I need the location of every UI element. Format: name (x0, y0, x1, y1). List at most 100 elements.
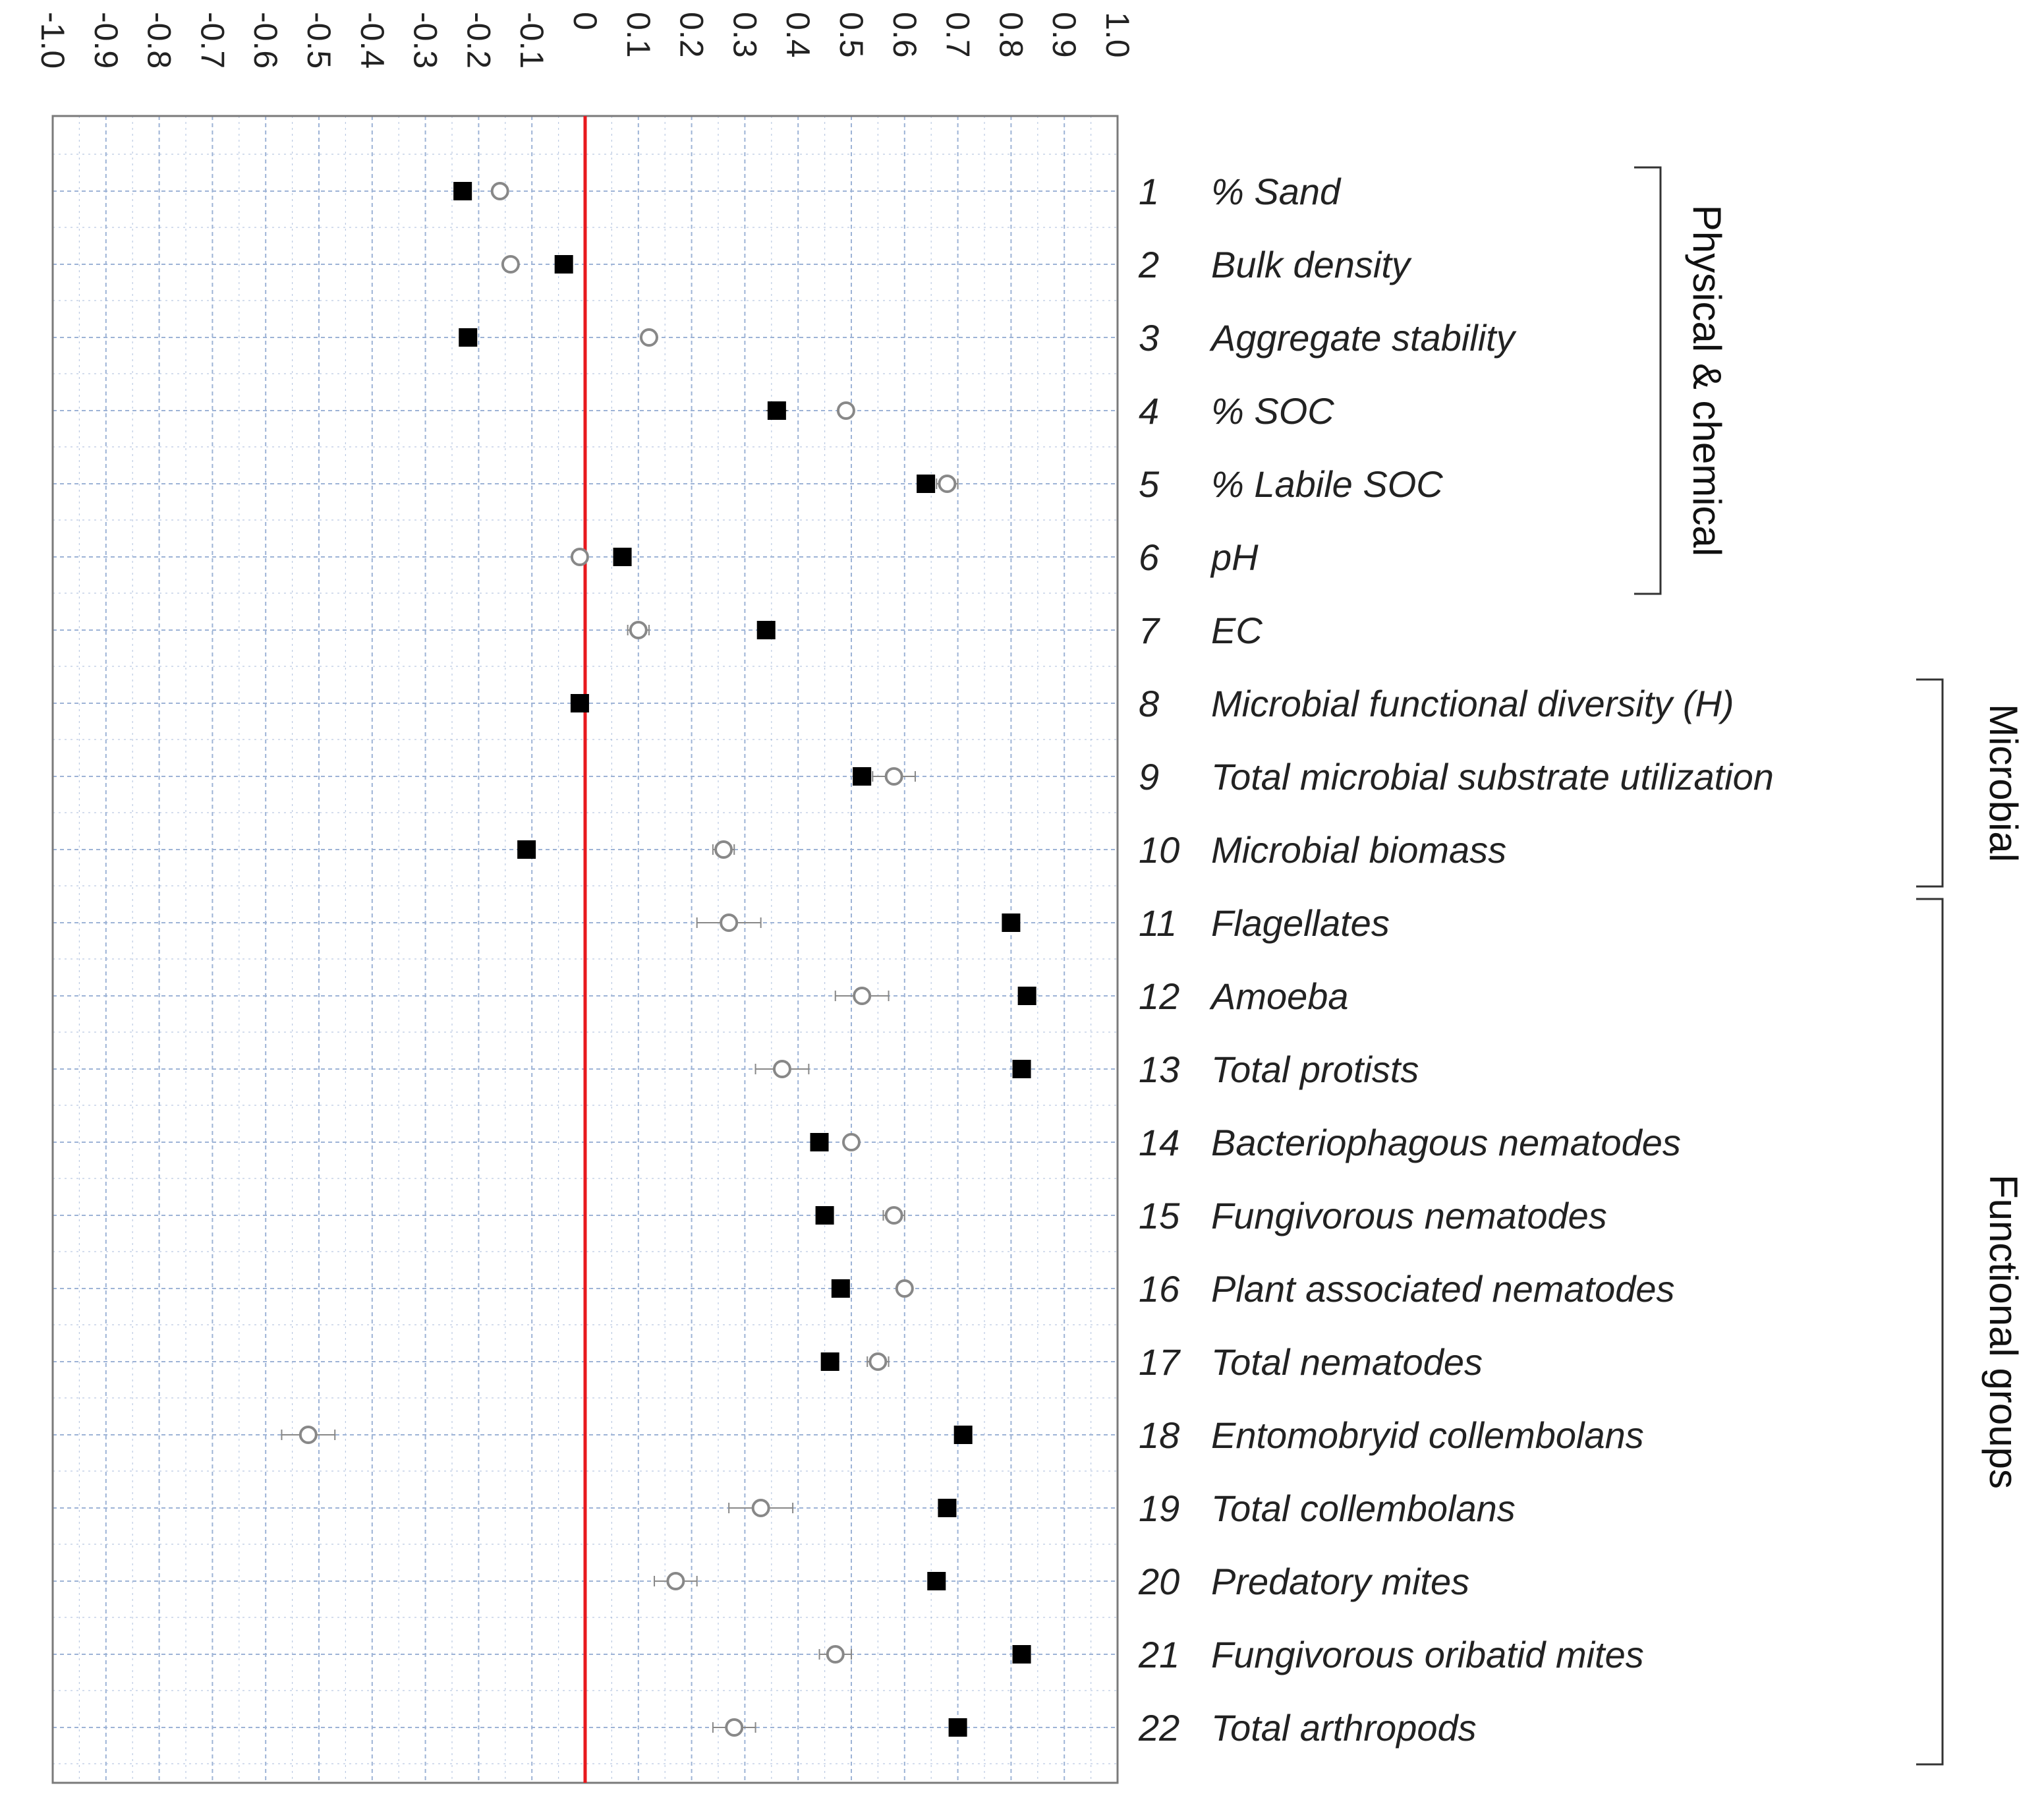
row-number: 4 (1139, 390, 1159, 432)
x-tick-label: 0 (567, 12, 604, 30)
marker-filled-square (517, 840, 536, 859)
row-label: % Sand (1211, 171, 1342, 212)
marker-filled-square (570, 694, 589, 712)
x-tick-label: -0.9 (88, 12, 125, 69)
row-number: 7 (1139, 610, 1160, 651)
row-label: pH (1210, 536, 1259, 578)
grid (52, 116, 1118, 1783)
x-tick-label: -0.6 (247, 12, 284, 69)
x-tick-label: -0.2 (460, 12, 497, 69)
x-tick-label: 0.5 (833, 12, 870, 58)
row-number: 22 (1138, 1707, 1179, 1749)
marker-open-circle (666, 1572, 685, 1590)
row-label: Bulk density (1211, 244, 1412, 285)
marker-open-circle (772, 1060, 791, 1078)
marker-open-circle (884, 767, 903, 786)
marker-filled-square (453, 182, 472, 200)
marker-open-circle (751, 1499, 770, 1517)
marker-filled-square (459, 328, 478, 347)
row-number: 17 (1139, 1341, 1181, 1383)
group-bracket (1916, 898, 1944, 1766)
row-label: Total collembolans (1211, 1488, 1516, 1529)
marker-open-circle (298, 1426, 318, 1444)
marker-open-circle (842, 1133, 861, 1151)
marker-filled-square (815, 1206, 834, 1225)
row-label: Bacteriophagous nematodes (1211, 1122, 1681, 1163)
row-label: Plant associated nematodes (1211, 1268, 1675, 1310)
x-tick-label: 0.6 (886, 12, 923, 58)
row-label: Aggregate stability (1209, 317, 1517, 359)
row-number: 8 (1139, 683, 1159, 724)
row-label: Predatory mites (1211, 1561, 1469, 1602)
row-number: 15 (1139, 1195, 1180, 1236)
row-number: 13 (1139, 1049, 1179, 1090)
row-number: 21 (1138, 1634, 1179, 1675)
marker-filled-square (948, 1718, 967, 1737)
marker-filled-square (953, 1426, 973, 1444)
row-label: Microbial functional diversity (H) (1211, 683, 1734, 724)
marker-open-circle (639, 328, 658, 347)
marker-filled-square (831, 1279, 850, 1298)
marker-open-circle (938, 475, 957, 493)
marker-filled-square (756, 621, 776, 639)
row-label: Entomobryid collembolans (1211, 1414, 1644, 1456)
row-labels: 1 % Sand 2 Bulk density 3 Aggregate stability… (1138, 171, 1774, 1749)
row-label: Microbial biomass (1211, 829, 1506, 871)
row-number: 1 (1139, 171, 1159, 212)
row-number: 18 (1139, 1414, 1179, 1456)
row-label: Fungivorous nematodes (1211, 1195, 1607, 1236)
marker-open-circle (570, 548, 589, 566)
group-bracket (1634, 166, 1662, 595)
row-number: 14 (1139, 1122, 1179, 1163)
row-label: Total arthropods (1211, 1707, 1477, 1749)
data-markers (298, 182, 1036, 1737)
row-label: Total nematodes (1211, 1341, 1483, 1383)
marker-filled-square (1012, 1645, 1031, 1664)
x-tick-label: -0.1 (513, 12, 550, 69)
row-number: 12 (1139, 975, 1179, 1017)
row-label: % Labile SOC (1211, 463, 1443, 505)
marker-filled-square (810, 1133, 829, 1151)
marker-filled-square (1002, 913, 1021, 932)
marker-filled-square (554, 255, 573, 274)
marker-filled-square (1012, 1060, 1031, 1078)
x-tick-label: 0.4 (780, 12, 816, 58)
row-label: EC (1211, 610, 1263, 651)
marker-filled-square (820, 1352, 839, 1371)
marker-filled-square (917, 475, 936, 493)
marker-open-circle (868, 1352, 888, 1371)
marker-open-circle (629, 621, 648, 639)
marker-open-circle (826, 1645, 845, 1664)
marker-open-circle (490, 182, 509, 200)
row-number: 5 (1139, 463, 1160, 505)
group-label: Microbial (1981, 704, 2026, 862)
x-tick-label: 0.2 (673, 12, 710, 58)
marker-filled-square (613, 548, 632, 566)
row-label: Fungivorous oribatid mites (1211, 1634, 1644, 1675)
row-label: Total microbial substrate utilization (1211, 756, 1774, 797)
row-number: 9 (1139, 756, 1159, 797)
row-number: 11 (1139, 902, 1177, 944)
group-brackets: Physical & chemical Microbial Functional g… (1634, 166, 2026, 1766)
x-tick-label: 1.0 (1099, 12, 1136, 58)
x-tick-label: -0.8 (141, 12, 178, 69)
marker-filled-square (938, 1499, 957, 1517)
row-number: 19 (1139, 1488, 1179, 1529)
group-label: Physical & chemical (1685, 205, 1729, 557)
row-number: 16 (1139, 1268, 1180, 1310)
x-tick-label: -0.3 (407, 12, 444, 69)
row-number: 20 (1138, 1561, 1179, 1602)
marker-open-circle (836, 401, 855, 420)
marker-open-circle (714, 840, 733, 859)
x-tick-label: -1.0 (34, 12, 71, 69)
row-label: Total protists (1211, 1049, 1419, 1090)
row-number: 6 (1139, 536, 1160, 578)
marker-filled-square (853, 767, 872, 786)
row-label: Flagellates (1211, 902, 1390, 944)
row-number: 10 (1139, 829, 1179, 871)
x-tick-label: -0.4 (354, 12, 391, 69)
x-tick-label: 0.3 (726, 12, 763, 58)
marker-filled-square (767, 401, 786, 420)
x-tick-label: 0.7 (940, 12, 977, 58)
